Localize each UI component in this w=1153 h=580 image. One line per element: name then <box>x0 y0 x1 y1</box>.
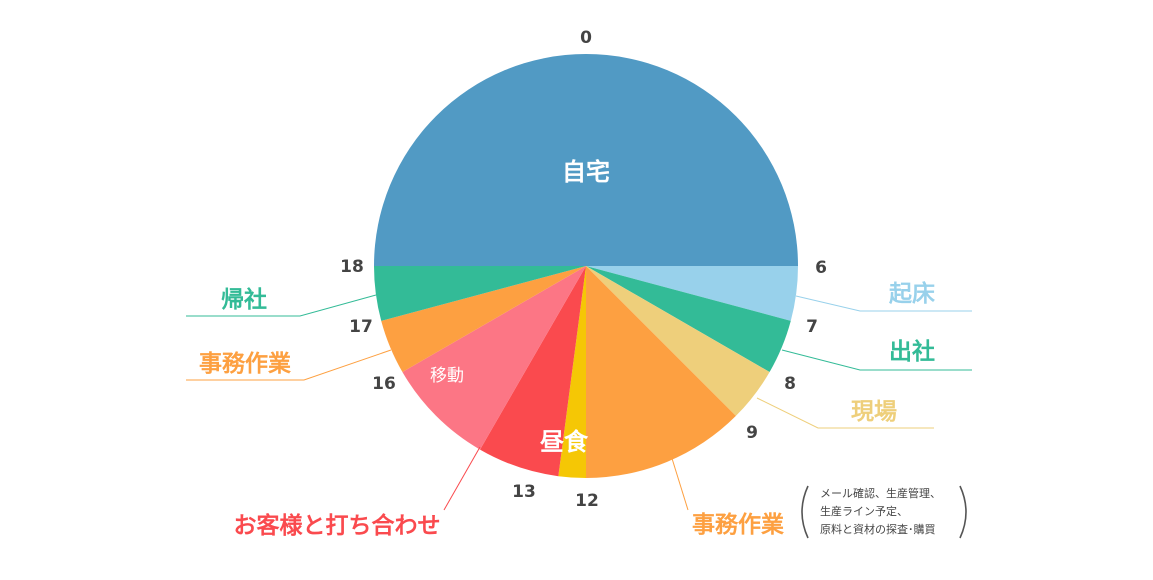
slice-label-travel: 移動 <box>430 366 464 386</box>
activity-label-client-meeting: お客様と打ち合わせ <box>234 512 441 539</box>
activity-label-wakeup: 起床 <box>889 280 935 307</box>
pie-slice-0-6 <box>586 54 798 266</box>
activity-label-return-office: 帰社 <box>221 286 267 313</box>
hour-label-13: 13 <box>512 482 536 502</box>
pie-slice-8-9 <box>586 266 770 416</box>
pie-slice-14-16 <box>402 266 586 450</box>
activity-label-site: 現場 <box>851 399 897 425</box>
leader-return-office <box>186 294 377 317</box>
activity-label-arrive-office: 出社 <box>889 338 935 365</box>
hour-label-12: 12 <box>575 491 599 511</box>
note-right-paren <box>959 485 967 539</box>
leader-office-work-am <box>669 451 689 511</box>
note-line-1: メール確認、生産管理、 <box>820 486 941 500</box>
pie-slices <box>373 54 798 478</box>
hour-label-8: 8 <box>784 374 796 394</box>
pie-slice-9-12 <box>586 266 736 478</box>
leader-site <box>756 397 934 429</box>
office-work-note: メール確認、生産管理、 生産ライン予定、 原料と資材の探査･購買 <box>801 485 967 539</box>
hour-label-6: 6 <box>815 258 827 278</box>
hour-label-18: 18 <box>340 257 364 277</box>
activity-label-office-work-am: 事務作業 <box>692 511 785 538</box>
leader-lines <box>186 294 972 511</box>
pie-slice-12.5-14 <box>480 266 586 477</box>
leader-office-work-pm <box>186 349 392 381</box>
leader-arrive-office <box>781 349 972 371</box>
pie-slice-16-17 <box>381 266 586 372</box>
pie-slice-17-18 <box>373 266 586 321</box>
pie-slice-12-12.5 <box>558 266 586 478</box>
hour-label-17: 17 <box>349 317 373 337</box>
note-left-paren <box>801 485 809 539</box>
pie-slice-6-7 <box>586 266 798 321</box>
slice-label-lunch: 昼食 <box>540 428 589 456</box>
hour-label-16: 16 <box>372 374 396 394</box>
hour-label-9: 9 <box>746 423 758 443</box>
activity-label-office-work-pm: 事務作業 <box>199 350 292 377</box>
leader-client-meeting <box>443 446 481 511</box>
hour-label-0: 0 <box>580 28 592 48</box>
pie-slice-18-24 <box>374 54 586 266</box>
hour-label-7: 7 <box>806 317 818 337</box>
slice-label-home: 自宅 <box>562 158 610 186</box>
leader-wakeup <box>795 295 972 312</box>
note-line-3: 原料と資材の探査･購買 <box>820 522 936 536</box>
note-line-2: 生産ライン予定、 <box>820 504 908 518</box>
pie-slice-7-8 <box>586 266 791 372</box>
